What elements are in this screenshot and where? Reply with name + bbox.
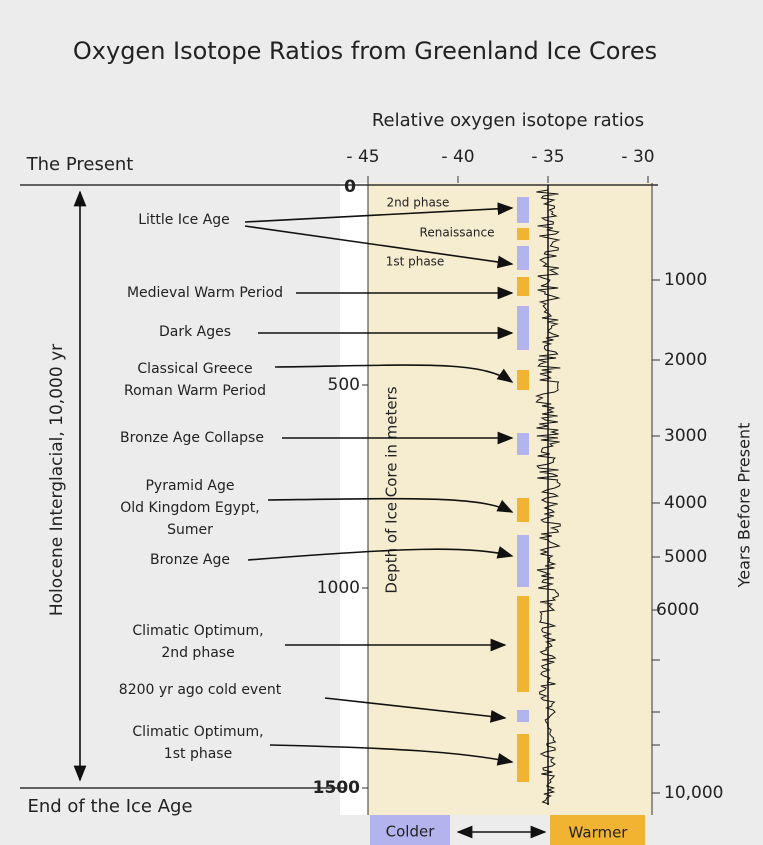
tick-label: 4000 bbox=[664, 493, 707, 513]
event-label: Climatic Optimum, bbox=[132, 623, 263, 639]
tick-label: 5000 bbox=[664, 547, 707, 567]
tick-label: - 45 bbox=[346, 147, 379, 167]
title: Oxygen Isotope Ratios from Greenland Ice… bbox=[73, 37, 657, 65]
tick-label: 1000 bbox=[317, 578, 360, 598]
event-label: Sumer bbox=[167, 522, 213, 538]
note: 2nd phase bbox=[387, 196, 450, 210]
event-label: Climatic Optimum, bbox=[132, 724, 263, 740]
warm-label: Warmer bbox=[569, 824, 629, 842]
event-label: Bronze Age Collapse bbox=[120, 430, 264, 446]
warm-box bbox=[550, 815, 645, 845]
tick-label: 3000 bbox=[664, 426, 707, 446]
event-label: Old Kingdom Egypt, bbox=[120, 500, 259, 516]
event-label: Little Ice Age bbox=[138, 212, 230, 228]
tick-label: - 30 bbox=[621, 147, 654, 167]
note: Renaissance bbox=[420, 226, 495, 240]
span-label: Holocene Interglacial, 10,000 yr bbox=[47, 344, 67, 616]
event-label: Bronze Age bbox=[150, 552, 230, 568]
cold-label: Colder bbox=[386, 823, 436, 841]
event-label: 2nd phase bbox=[161, 645, 234, 661]
left-axis-label: Depth of Ice Core in meters bbox=[383, 386, 401, 593]
tick-label: 10,000 bbox=[664, 783, 723, 803]
present-label: The Present bbox=[26, 154, 134, 175]
tick-label: 500 bbox=[328, 375, 360, 395]
right-axis: 1000 2000 3000 4000 5000 6000 10,000 bbox=[651, 183, 723, 815]
tick-label: - 40 bbox=[441, 147, 474, 167]
isotope-trace bbox=[535, 189, 561, 805]
note: 1st phase bbox=[386, 255, 445, 269]
tick-label: 1500 bbox=[313, 778, 360, 798]
event-label: Roman Warm Period bbox=[124, 383, 266, 399]
arrows bbox=[244, 202, 514, 766]
left-axis: 0 500 1000 1500 bbox=[313, 177, 369, 815]
event-label: Dark Ages bbox=[159, 324, 231, 340]
event-labels: Little Ice Age Medieval Warm Period Dark… bbox=[119, 196, 495, 763]
cold-box bbox=[370, 815, 450, 845]
ice-age-label: End of the Ice Age bbox=[27, 796, 192, 817]
event-label: Medieval Warm Period bbox=[127, 285, 283, 301]
tick-marks bbox=[367, 176, 649, 183]
event-label: 8200 yr ago cold event bbox=[119, 682, 282, 698]
right-axis-label: Years Before Present bbox=[735, 423, 754, 589]
tick-label: 0 bbox=[344, 177, 356, 197]
tick-label: 6000 bbox=[656, 600, 699, 620]
event-label: Classical Greece bbox=[137, 361, 252, 377]
top-axis: - 45 - 40 - 35 - 30 bbox=[346, 147, 655, 183]
tick-label: 1000 bbox=[664, 270, 707, 290]
top-axis-label: Relative oxygen isotope ratios bbox=[372, 110, 644, 131]
period-bars bbox=[517, 197, 529, 782]
event-label: 1st phase bbox=[164, 746, 232, 762]
tick-label: - 35 bbox=[531, 147, 564, 167]
tick-label: 2000 bbox=[664, 350, 707, 370]
event-label: Pyramid Age bbox=[145, 478, 234, 494]
